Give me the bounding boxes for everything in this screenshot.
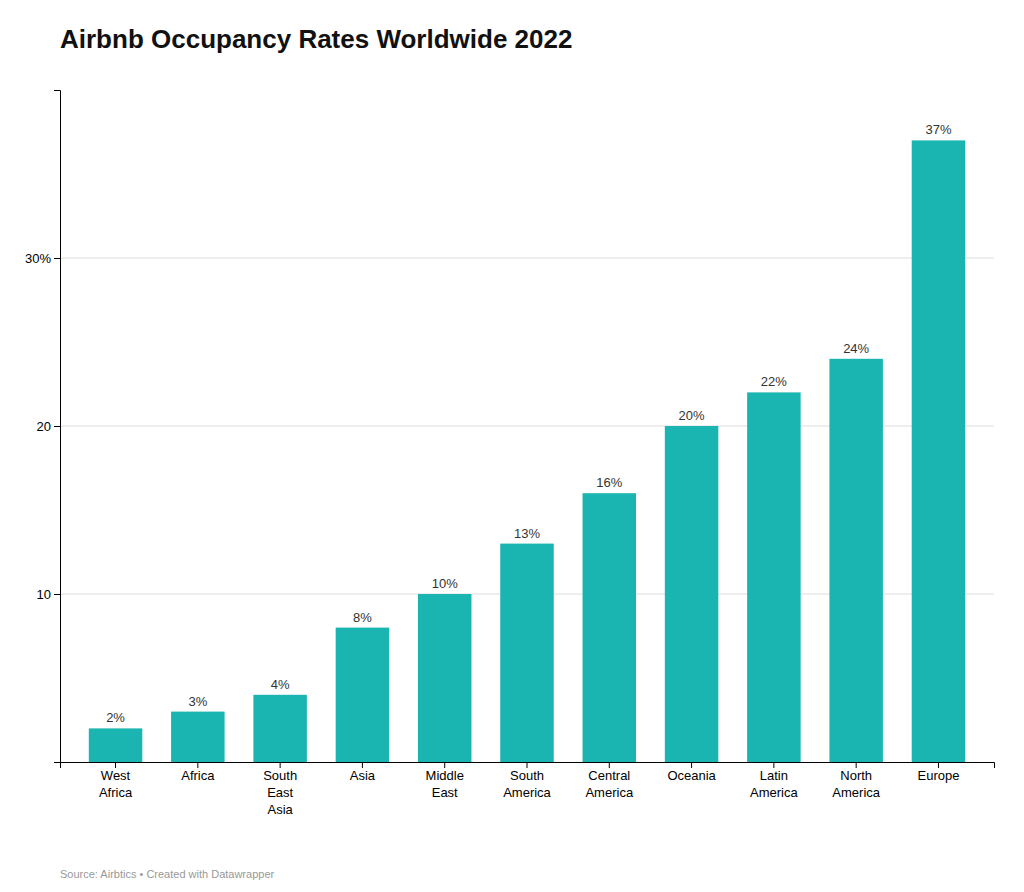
- data-label: 10%: [432, 576, 458, 591]
- title: Airbnb Occupancy Rates Worldwide 2022: [60, 24, 572, 54]
- bar: [912, 140, 965, 762]
- x-tick-label-line: America: [503, 785, 551, 800]
- bar: [665, 426, 718, 762]
- data-labels: 2% 3% 4% 8% 10% 13% 16% 20% 22% 24% 37%: [106, 122, 952, 725]
- x-tick-label-line: Oceania: [667, 768, 716, 783]
- x-tick-label-line: Asia: [267, 802, 293, 817]
- x-tick: South East Asia: [263, 762, 297, 817]
- bar: [89, 728, 142, 762]
- data-label: 4%: [271, 677, 290, 692]
- x-tick-label-line: West: [101, 768, 131, 783]
- x-tick-mark: [609, 762, 610, 768]
- bar: [418, 594, 471, 762]
- x-tick-mark: [362, 762, 363, 768]
- data-label: 8%: [353, 610, 372, 625]
- bar: [747, 392, 800, 762]
- y-tick: 30%: [25, 251, 60, 266]
- y-tick: 20: [37, 419, 60, 434]
- plot: 10 20 30% West Africa Africa South East Asia Asia…: [25, 91, 995, 818]
- x-tick-mark: [773, 762, 774, 768]
- data-label: 2%: [106, 710, 125, 725]
- x-tick-mark: [444, 762, 445, 768]
- chart: Airbnb Occupancy Rates Worldwide 2022 10 2…: [0, 0, 1024, 892]
- x-axis: West Africa Africa South East Asia Asia Middle E…: [61, 762, 995, 817]
- bar: [583, 493, 636, 762]
- x-tick-label: North America: [832, 768, 880, 800]
- x-tick-label-line: Central: [588, 768, 630, 783]
- data-label: 20%: [679, 408, 705, 423]
- x-tick-label-line: Europe: [917, 768, 959, 783]
- x-tick-label-line: Middle: [426, 768, 464, 783]
- x-tick-mark: [856, 762, 857, 768]
- x-tick: Europe: [917, 762, 959, 783]
- data-label: 13%: [514, 526, 540, 541]
- x-tick: Middle East: [426, 762, 464, 800]
- x-tick: Latin America: [750, 762, 798, 800]
- x-tick-label-line: Latin: [760, 768, 788, 783]
- x-tick: Oceania: [667, 762, 716, 783]
- x-tick: Africa: [181, 762, 215, 783]
- x-tick: Central America: [585, 762, 633, 800]
- x-tick-label: Central America: [585, 768, 633, 800]
- x-tick-label: Middle East: [426, 768, 464, 800]
- grid-line: [60, 258, 994, 259]
- y-tick-label: 20: [37, 419, 51, 434]
- annotation: Source: Airbtics • Created with Datawrap…: [60, 868, 275, 880]
- y-tick-label: 10: [37, 587, 51, 602]
- x-tick-mark: [280, 762, 281, 768]
- x-tick-mark: [115, 762, 116, 768]
- y-tick-label: 30%: [25, 251, 51, 266]
- x-tick-label-line: East: [432, 785, 458, 800]
- x-tick-label-line: America: [832, 785, 880, 800]
- x-tick-label: South East Asia: [263, 768, 297, 817]
- x-axis-line: [61, 763, 995, 769]
- x-tick-label: Asia: [350, 768, 376, 783]
- x-tick-label-line: Africa: [99, 785, 133, 800]
- bar: [171, 712, 224, 762]
- x-tick-label: Africa: [181, 768, 215, 783]
- x-tick-mark: [938, 762, 939, 768]
- x-tick: West Africa: [99, 762, 133, 800]
- data-label: 16%: [596, 475, 622, 490]
- x-tick-label-line: America: [750, 785, 798, 800]
- x-tick-label-line: South: [510, 768, 544, 783]
- x-tick: South America: [503, 762, 551, 800]
- y-axis-line: [54, 91, 61, 763]
- x-tick-label-line: America: [585, 785, 633, 800]
- bar: [336, 628, 389, 762]
- y-tick-mark: [54, 594, 60, 595]
- x-tick-label-line: North: [840, 768, 872, 783]
- x-tick-label-line: South: [263, 768, 297, 783]
- y-tick-mark: [54, 258, 60, 259]
- data-label: 22%: [761, 374, 787, 389]
- data-label: 3%: [188, 694, 207, 709]
- bars: [89, 140, 965, 762]
- x-tick-label-line: East: [267, 785, 293, 800]
- x-tick-label-line: Africa: [181, 768, 215, 783]
- bar: [253, 695, 306, 762]
- x-tick: Asia: [350, 762, 376, 783]
- bar: [500, 544, 553, 762]
- x-tick-label: West Africa: [99, 768, 133, 800]
- y-tick: 10: [37, 587, 60, 602]
- x-tick-mark: [691, 762, 692, 768]
- x-tick-mark: [527, 762, 528, 768]
- x-tick-label: Latin America: [750, 768, 798, 800]
- data-label: 37%: [925, 122, 951, 137]
- x-tick: North America: [832, 762, 880, 800]
- y-axis: 10 20 30%: [25, 91, 61, 763]
- data-label: 24%: [843, 341, 869, 356]
- x-tick-mark: [197, 762, 198, 768]
- y-tick-mark: [54, 426, 60, 427]
- x-tick-label: Europe: [917, 768, 959, 783]
- bar: [829, 359, 882, 762]
- x-tick-label-line: Asia: [350, 768, 376, 783]
- x-tick-label: South America: [503, 768, 551, 800]
- x-tick-label: Oceania: [667, 768, 716, 783]
